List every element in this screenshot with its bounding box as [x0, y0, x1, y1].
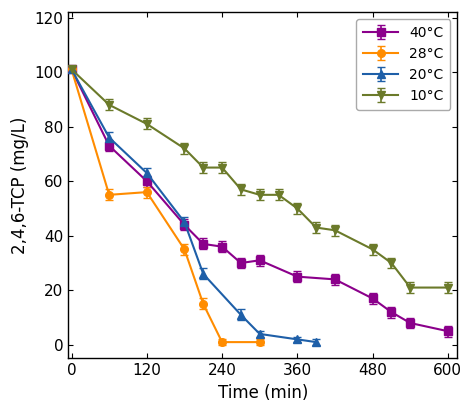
Y-axis label: 2,4,6-TCP (mg/L): 2,4,6-TCP (mg/L) [11, 116, 29, 254]
X-axis label: Time (min): Time (min) [218, 384, 308, 402]
Legend: 40°C, 28°C, 20°C, 10°C: 40°C, 28°C, 20°C, 10°C [356, 19, 450, 110]
